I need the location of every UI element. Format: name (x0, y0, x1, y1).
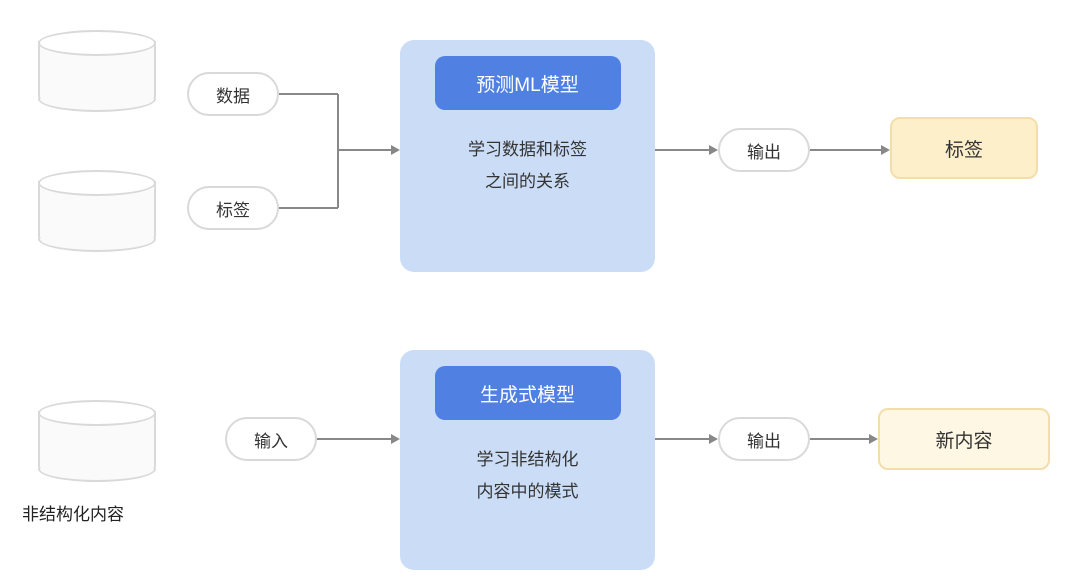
connectors-svg (0, 0, 1080, 579)
